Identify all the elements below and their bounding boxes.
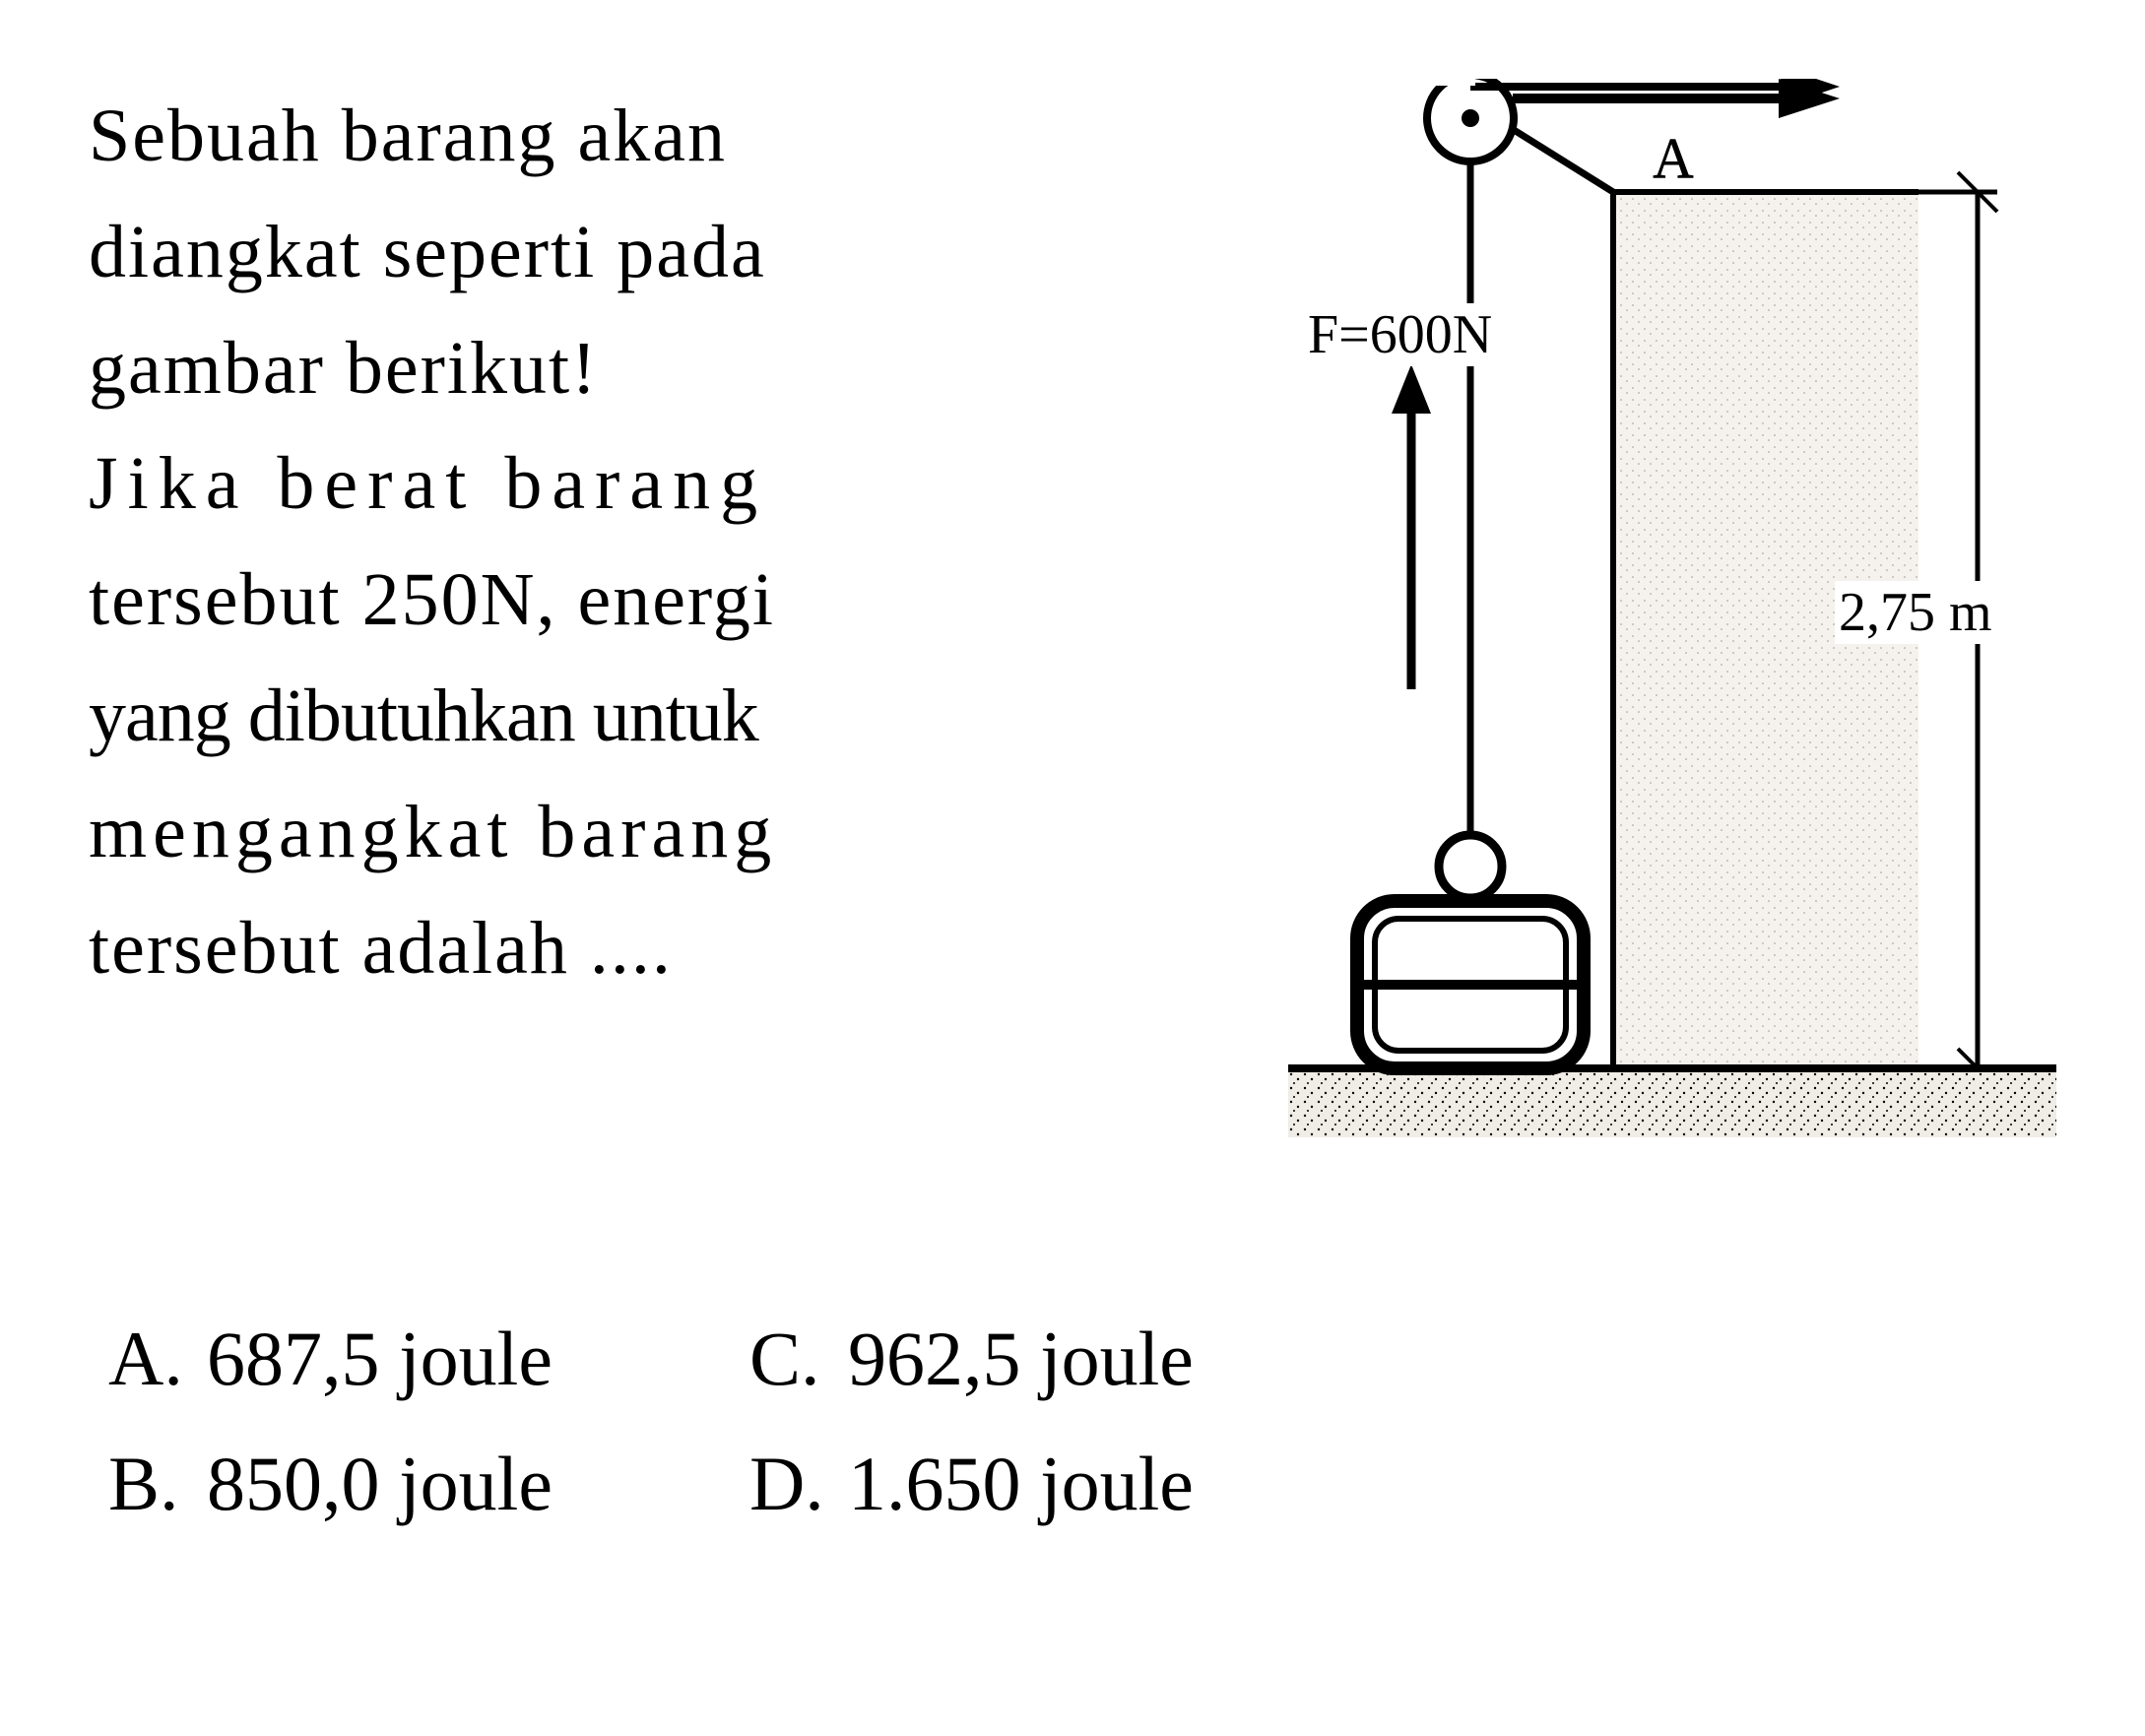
options-right-column: C. 962,5 joule D. 1.650 joule	[749, 1300, 1194, 1544]
question-line: yang dibutuhkan untuk	[89, 659, 1229, 775]
option-text: 687,5 joule	[207, 1300, 552, 1419]
answer-options: A. 687,5 joule B. 850,0 joule C. 962,5 j…	[89, 1300, 2056, 1544]
pulley-diagram: F=600N F=600N A 2,75 m 2,75 m F=600N A 2…	[1288, 79, 2056, 1162]
height-label-text: 2,75 m	[1835, 581, 1996, 644]
option-d: D. 1.650 joule	[749, 1425, 1194, 1544]
option-text: 962,5 joule	[848, 1300, 1194, 1419]
question-line: tersebut 250N, energi	[89, 543, 1229, 659]
question-line: diangkat seperti pada	[89, 195, 1229, 311]
question-line: gambar berikut!	[89, 311, 1229, 427]
load-box	[1357, 901, 1584, 1068]
force-label-text: F=600N	[1304, 303, 1496, 366]
option-c: C. 962,5 joule	[749, 1300, 1194, 1419]
option-letter: A.	[108, 1300, 167, 1419]
option-a: A. 687,5 joule	[108, 1300, 552, 1419]
option-letter: C.	[749, 1300, 809, 1419]
question-line: Jika berat barang	[89, 426, 1229, 543]
question-line: Sebuah barang akan	[89, 79, 1229, 195]
option-letter: D.	[749, 1425, 809, 1544]
content-wrapper: Sebuah barang akan diangkat seperti pada…	[89, 79, 2056, 1162]
question-line: tersebut adalah ....	[89, 891, 1229, 1007]
option-letter: B.	[108, 1425, 167, 1544]
ground	[1288, 1068, 2056, 1137]
pulley-axle	[1462, 109, 1479, 127]
hook-ring	[1439, 835, 1502, 898]
point-a-label-text: A	[1653, 126, 1694, 192]
option-text: 850,0 joule	[207, 1425, 552, 1544]
options-left-column: A. 687,5 joule B. 850,0 joule	[108, 1300, 552, 1544]
force-arrow-head	[1392, 364, 1431, 414]
question-text: Sebuah barang akan diangkat seperti pada…	[89, 79, 1229, 1006]
question-line: mengangkat barang	[89, 775, 1229, 891]
option-text: 1.650 joule	[848, 1425, 1194, 1544]
option-b: B. 850,0 joule	[108, 1425, 552, 1544]
